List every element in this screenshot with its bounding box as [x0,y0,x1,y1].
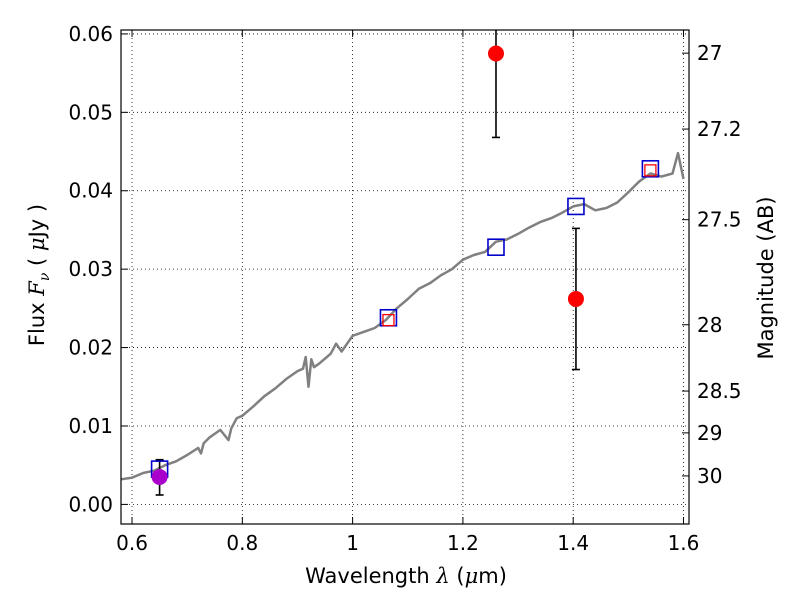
square-marker [487,238,505,257]
y2-tick-label: 29 [697,421,722,445]
y-axis-label: Flux Fν ( μJy ) [25,204,53,346]
x-axis-label: Wavelength λ (μm) [305,564,507,588]
x-tick-label: 1.6 [668,531,700,555]
y2-tick-label: 28 [697,313,722,337]
y-tick-label: 0.03 [68,257,113,281]
circle-marker [151,468,168,485]
plot-frame [120,29,690,525]
y2-tick-label: 28.5 [697,379,742,403]
y-tick-label: 0.00 [68,492,113,516]
data-markers [150,45,660,485]
x-tick-label: 0.6 [116,531,148,555]
square-marker [641,159,660,178]
y2-tick-label: 27.5 [697,208,742,232]
y-tick-label: 0.06 [68,22,113,46]
error-bars [155,30,580,496]
y-tick-label: 0.04 [68,179,113,203]
square-marker [567,197,585,216]
model-spectrum [120,151,685,481]
y2-tick-label: 27.2 [697,117,742,141]
small-square-marker [644,164,657,177]
x-tick-label: 1 [346,531,359,555]
small-square-marker [382,313,395,327]
y-tick-label: 0.05 [68,100,113,124]
x-tick-label: 0.8 [226,531,258,555]
spectrum-line [120,151,685,481]
x-tick-label: 1.2 [447,531,479,555]
y-tick-label: 0.01 [68,414,113,438]
y2-tick-label: 27 [697,41,722,65]
x-tick-label: 1.4 [557,531,589,555]
y-tick-label: 0.02 [68,336,113,360]
circle-marker [567,290,584,307]
axis-tick-labels: 0.6 0.8 1 1.2 1.4 1.6 0.00 0.01 0.02 0.03 0.04 0.05… [68,22,741,555]
y2-tick-label: 30 [697,464,722,488]
grid-lines [121,30,689,524]
y2-axis-label: Magnitude (AB) [754,196,778,359]
axis-ticks [121,30,689,524]
circle-marker [487,45,504,62]
